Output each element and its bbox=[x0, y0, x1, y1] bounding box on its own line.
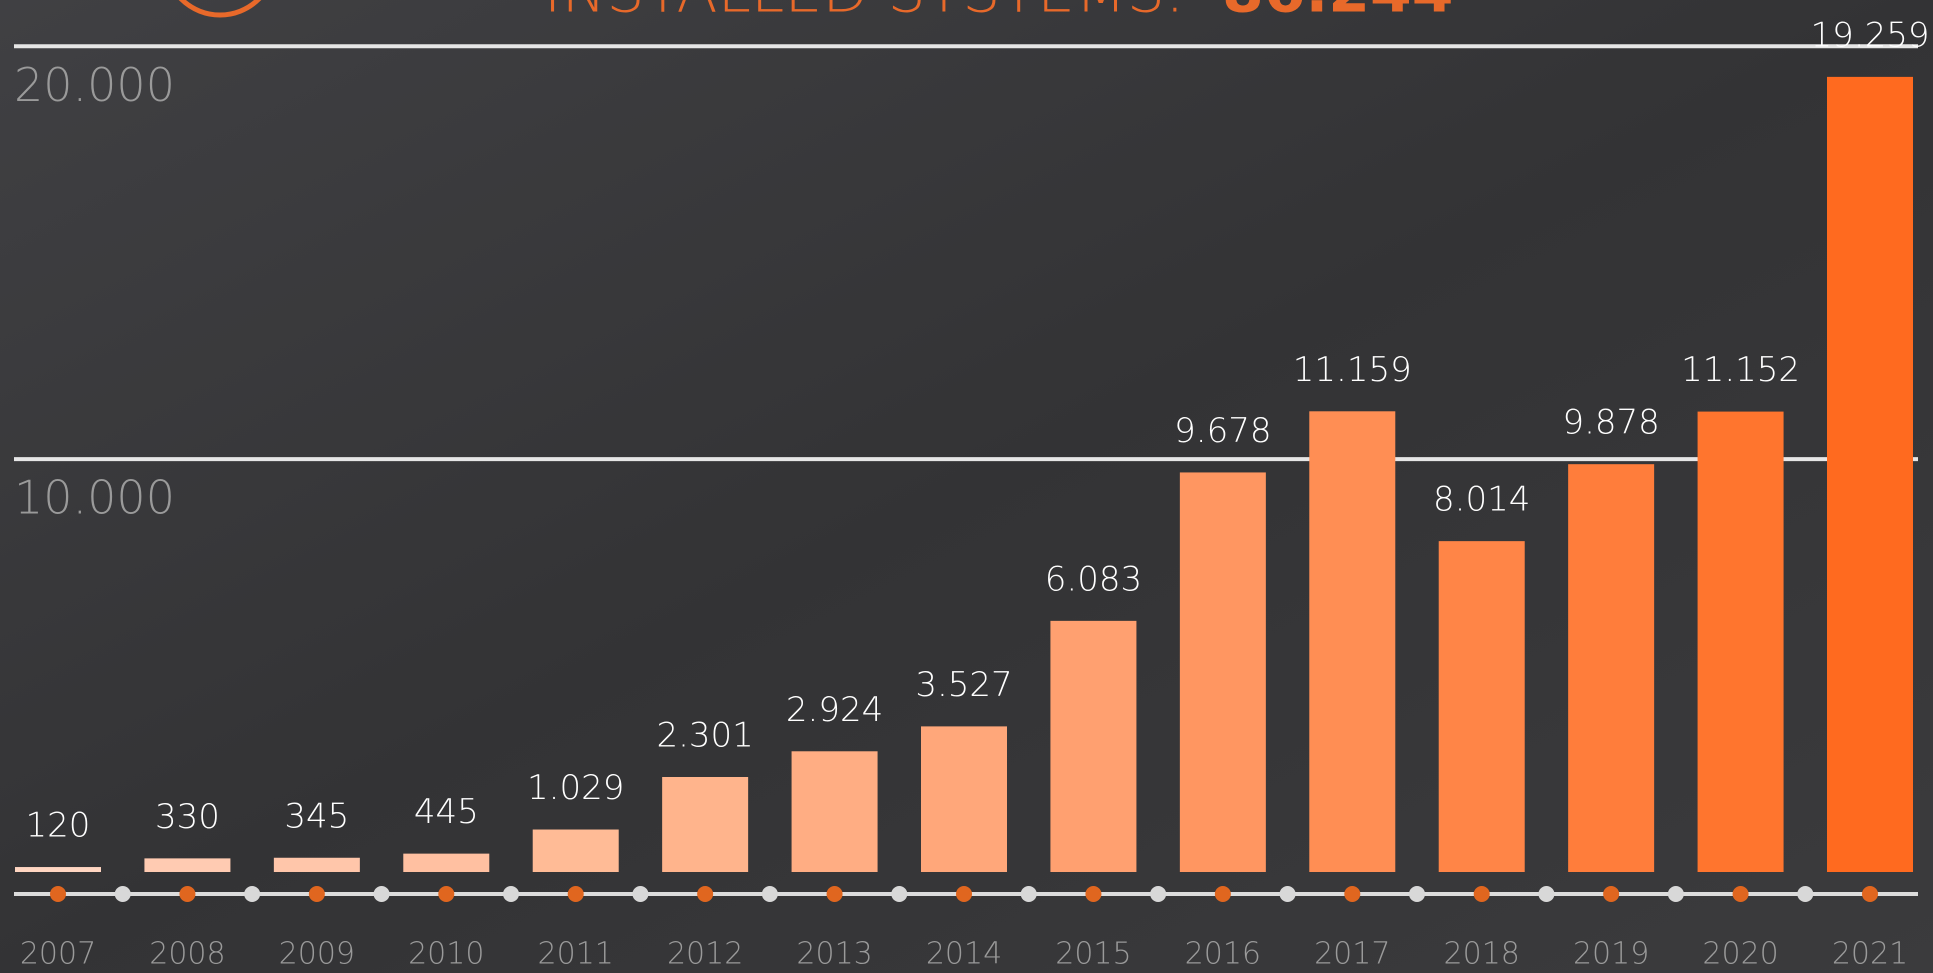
value-label: 9.678 bbox=[1174, 411, 1271, 451]
x-tick-label: 2021 bbox=[1832, 937, 1908, 972]
year-dot bbox=[826, 886, 843, 902]
timeline-dot bbox=[1409, 886, 1425, 902]
timeline-dot bbox=[1667, 886, 1684, 902]
timeline-dot bbox=[503, 886, 519, 902]
timeline-dot bbox=[761, 886, 778, 902]
chart-title: INSTALLED SYSTEMS: bbox=[544, 0, 1185, 27]
value-label: 1.029 bbox=[527, 768, 624, 808]
value-label: 11.152 bbox=[1681, 350, 1800, 390]
x-tick-label: 2007 bbox=[20, 937, 96, 972]
timeline-dot bbox=[244, 886, 261, 902]
year-dot bbox=[50, 886, 66, 902]
value-label: 2.924 bbox=[786, 690, 883, 730]
value-label: 19.259 bbox=[1811, 15, 1930, 55]
value-label: 120 bbox=[26, 806, 91, 846]
year-dot bbox=[1344, 886, 1361, 902]
bar bbox=[144, 858, 231, 872]
year-dot bbox=[1732, 886, 1749, 902]
bar bbox=[1697, 411, 1784, 872]
x-tick-label: 2016 bbox=[1185, 937, 1261, 972]
bar bbox=[1827, 76, 1913, 873]
year-dot bbox=[567, 886, 584, 902]
year-dot bbox=[1085, 886, 1102, 902]
x-tick-label: 2010 bbox=[408, 937, 484, 972]
year-dot bbox=[1473, 886, 1490, 902]
logo-circle bbox=[178, 0, 262, 18]
timeline-dot bbox=[1538, 886, 1555, 902]
bar bbox=[1438, 541, 1525, 872]
value-label: 11.159 bbox=[1293, 350, 1412, 390]
bar bbox=[791, 751, 878, 872]
year-dot bbox=[697, 886, 714, 902]
x-tick-label: 2012 bbox=[667, 937, 743, 972]
timeline-dot bbox=[891, 886, 908, 902]
year-dot bbox=[1214, 886, 1231, 902]
x-tick-label: 2017 bbox=[1314, 937, 1390, 972]
title-total: 86.244 bbox=[1222, 0, 1454, 27]
x-tick-label: 2020 bbox=[1702, 937, 1778, 972]
x-tick-label: 2018 bbox=[1444, 937, 1520, 972]
bar bbox=[403, 853, 490, 872]
bar bbox=[273, 857, 360, 872]
value-label: 6.083 bbox=[1045, 559, 1142, 599]
x-tick-label: 2014 bbox=[926, 937, 1002, 972]
value-label: 445 bbox=[414, 792, 479, 832]
timeline-dot bbox=[1020, 886, 1037, 902]
year-dot bbox=[956, 886, 972, 902]
value-label: 9.878 bbox=[1562, 403, 1659, 443]
value-label: 2.301 bbox=[656, 716, 753, 756]
bar bbox=[532, 829, 619, 872]
bar bbox=[1568, 464, 1655, 872]
timeline-dot bbox=[114, 886, 131, 902]
y-tick-label: 20.000 bbox=[14, 58, 175, 112]
value-label: 8.014 bbox=[1433, 480, 1530, 520]
timeline-dot bbox=[373, 886, 390, 902]
timeline-dot bbox=[1279, 886, 1296, 902]
value-label: 3.527 bbox=[915, 665, 1012, 705]
value-label: 330 bbox=[155, 797, 220, 837]
bar bbox=[15, 867, 101, 872]
x-tick-label: 2008 bbox=[149, 937, 225, 972]
timeline-dot bbox=[632, 886, 649, 902]
year-dot bbox=[1603, 886, 1620, 902]
year-dot bbox=[308, 886, 325, 902]
bar bbox=[921, 726, 1007, 872]
timeline-dot bbox=[1797, 886, 1814, 902]
year-dot bbox=[1862, 886, 1878, 902]
bar bbox=[1179, 472, 1266, 872]
bar bbox=[1050, 620, 1137, 872]
x-tick-label: 2009 bbox=[279, 937, 355, 972]
x-tick-label: 2013 bbox=[796, 937, 872, 972]
timeline-dot bbox=[1150, 886, 1167, 902]
value-label: 345 bbox=[284, 796, 349, 836]
x-tick-label: 2019 bbox=[1573, 937, 1649, 972]
year-dot bbox=[438, 886, 455, 902]
x-tick-label: 2011 bbox=[538, 937, 614, 972]
bar bbox=[662, 777, 749, 872]
year-dot bbox=[179, 886, 196, 902]
x-tick-label: 2015 bbox=[1055, 937, 1131, 972]
y-tick-label: 10.000 bbox=[14, 471, 175, 525]
bar bbox=[1309, 411, 1396, 872]
